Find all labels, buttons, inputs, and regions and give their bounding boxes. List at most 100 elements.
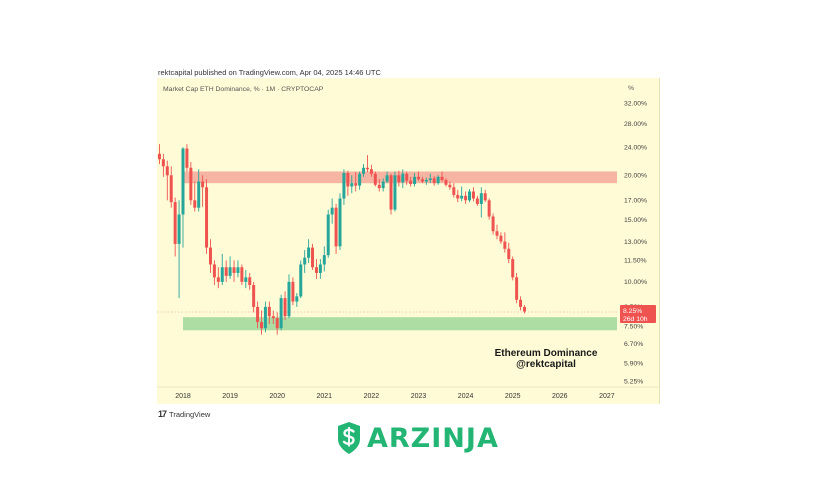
candle-body — [220, 267, 224, 282]
candle-body — [464, 195, 468, 201]
candle — [471, 187, 475, 202]
candle — [503, 232, 507, 253]
candle-body — [260, 322, 263, 329]
candle — [260, 310, 263, 335]
candle-body — [303, 257, 307, 265]
brand-logo: ARZINJA — [337, 421, 499, 455]
x-tick-label: 2022 — [364, 393, 380, 400]
candle — [479, 187, 483, 218]
arzinja-shield-icon — [338, 422, 360, 454]
candle — [185, 144, 189, 172]
candle — [287, 274, 291, 319]
candle — [295, 293, 299, 307]
y-tick-label: 5.90% — [624, 360, 643, 367]
candle-body — [291, 281, 295, 302]
candle — [232, 260, 236, 282]
price-tag-value: 8.25% — [623, 308, 642, 315]
candle — [468, 188, 472, 203]
plot-background — [157, 78, 659, 404]
candle — [401, 169, 405, 189]
candle-body — [334, 207, 338, 247]
candle-body — [456, 194, 460, 199]
candle-body — [161, 159, 165, 167]
y-tick-label: 17.00% — [624, 198, 647, 205]
candle — [405, 171, 409, 185]
candle-body — [299, 264, 303, 297]
chart-canvas[interactable]: 32.00% 28.00% 24.00% 20.00% 17.00% 15.00% 13.0… — [157, 78, 659, 404]
candle-body — [405, 173, 409, 181]
candle-body — [432, 178, 436, 184]
candle — [413, 172, 417, 187]
candle-body — [385, 175, 389, 182]
candle-body — [436, 176, 440, 184]
y-tick-label: 13.00% — [624, 239, 647, 246]
price-tag-countdown: 26d 10h — [623, 316, 648, 323]
candle-body — [256, 306, 260, 323]
candle-body — [208, 247, 212, 265]
chart-frame[interactable]: 32.00% 28.00% 24.00% 20.00% 17.00% 15.00% 13.0… — [157, 78, 660, 404]
candle — [354, 172, 358, 192]
candle-body — [475, 198, 479, 204]
candle-body — [311, 247, 315, 268]
candle-body — [397, 175, 401, 183]
candle — [224, 260, 228, 282]
candle — [440, 171, 444, 182]
x-tick-label: 2021 — [317, 393, 333, 400]
candle — [208, 239, 212, 273]
candle — [157, 144, 161, 165]
candle — [436, 175, 440, 185]
tradingview-label: TradingView — [169, 409, 211, 419]
candle-body — [212, 264, 216, 278]
candle-body — [491, 216, 495, 232]
y-tick-label: 6.70% — [624, 341, 643, 348]
candle — [522, 305, 526, 314]
x-tick-label: 2023 — [411, 393, 427, 400]
candle-body — [428, 178, 432, 180]
candle — [393, 171, 397, 212]
candle-body — [358, 173, 362, 186]
candle-body — [193, 200, 197, 208]
y-tick-label: 15.00% — [624, 217, 647, 224]
candle — [263, 301, 267, 333]
candle-body — [519, 299, 523, 307]
candle — [499, 232, 503, 244]
candle — [256, 301, 260, 329]
candle-body — [157, 153, 161, 160]
candle-body — [181, 148, 185, 215]
y-tick-label: 11.50% — [624, 258, 647, 265]
candle-body — [377, 184, 381, 189]
candle — [389, 173, 393, 215]
candle — [169, 166, 173, 208]
candle — [322, 246, 326, 272]
candle-body — [326, 214, 330, 256]
candle-body — [330, 207, 334, 215]
candle-body — [244, 277, 248, 282]
candle — [165, 160, 169, 201]
candle — [460, 186, 464, 202]
candle — [511, 256, 515, 281]
candle — [252, 281, 256, 313]
candle — [307, 239, 311, 264]
candle-body — [468, 191, 472, 201]
candle — [189, 162, 193, 205]
tradingview-credit[interactable]: 17 TradingView — [158, 409, 210, 419]
candle-body — [314, 267, 318, 273]
candle-body — [267, 306, 271, 317]
candle-body — [197, 181, 201, 208]
x-tick-label: 2027 — [599, 393, 615, 400]
candle — [338, 193, 342, 251]
candle-body — [275, 318, 279, 329]
candle — [409, 176, 413, 187]
candle — [346, 170, 350, 196]
candle-body — [511, 259, 515, 278]
percent-unit-label: % — [628, 85, 634, 92]
candle — [216, 267, 220, 289]
candle-body — [373, 173, 377, 185]
candle — [373, 171, 377, 187]
candle-body — [354, 183, 358, 186]
candle-body — [499, 235, 503, 242]
candle-body — [522, 306, 526, 312]
candle — [483, 189, 487, 203]
price-tag-background — [620, 305, 656, 323]
candle — [452, 183, 456, 198]
